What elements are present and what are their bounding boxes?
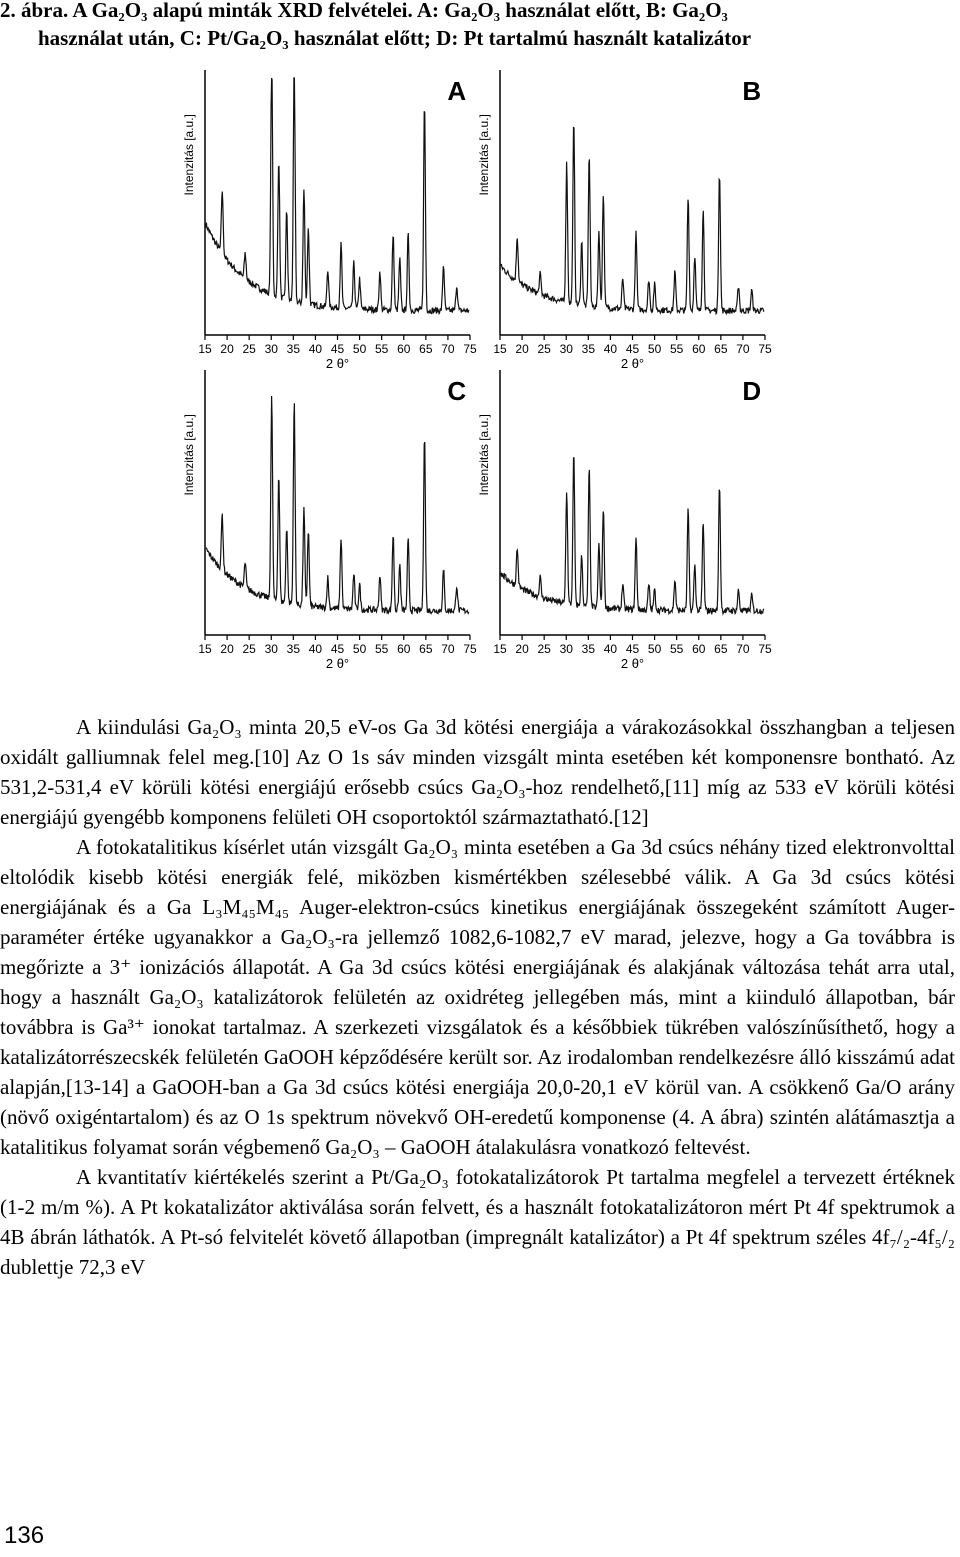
x-tick-label: 35 <box>582 642 596 656</box>
x-tick-label: 55 <box>375 342 389 356</box>
x-tick-label: 50 <box>353 642 367 656</box>
body-text: A kiindulási Ga₂O₃ minta 20,5 eV-os Ga 3… <box>0 712 955 1282</box>
x-tick-label: 35 <box>287 342 301 356</box>
x-tick-label: 25 <box>242 642 256 656</box>
x-axis-label: 2 θ° <box>326 356 349 371</box>
x-tick-label: 20 <box>515 342 529 356</box>
x-tick-label: 65 <box>419 642 433 656</box>
panel-letter: C <box>447 376 466 406</box>
x-tick-label: 65 <box>714 342 728 356</box>
x-tick-label: 15 <box>198 342 212 356</box>
x-tick-label: 15 <box>198 642 212 656</box>
x-tick-label: 20 <box>515 642 529 656</box>
x-tick-label: 35 <box>287 642 301 656</box>
x-tick-label: 55 <box>670 642 684 656</box>
x-tick-label: 50 <box>648 642 662 656</box>
paragraph-3: A kvantitatív kiértékelés szerint a Pt/G… <box>0 1165 955 1279</box>
x-tick-label: 70 <box>441 342 455 356</box>
x-tick-label: 25 <box>242 342 256 356</box>
x-tick-label: 30 <box>560 342 574 356</box>
panel-letter: D <box>742 376 761 406</box>
x-tick-label: 55 <box>670 342 684 356</box>
x-tick-label: 70 <box>736 342 750 356</box>
y-axis-label: Intenzitás [a.u.] <box>477 114 491 195</box>
xrd-panel-A: 15 20 25 30 35 40 45 50 55 60 65 70 75 2 θ° Intenzitás… <box>182 70 477 371</box>
x-tick-label: 15 <box>493 342 507 356</box>
caption-line-2: használat után, C: Pt/Ga₂O₃ használat el… <box>38 26 752 50</box>
xrd-trace-C <box>205 395 470 616</box>
xrd-panel-C: 15 20 25 30 35 40 45 50 55 60 65 70 75 2 θ° Intenzitás… <box>182 370 477 671</box>
x-tick-label: 50 <box>648 342 662 356</box>
x-tick-label: 60 <box>692 642 706 656</box>
x-tick-label: 40 <box>604 342 618 356</box>
y-axis-label: Intenzitás [a.u.] <box>182 114 196 195</box>
x-tick-label: 30 <box>560 642 574 656</box>
x-tick-label: 20 <box>220 642 234 656</box>
x-axis-label: 2 θ° <box>621 656 644 671</box>
x-tick-label: 75 <box>758 642 772 656</box>
x-tick-label: 65 <box>714 642 728 656</box>
x-tick-label: 75 <box>758 342 772 356</box>
x-tick-label: 40 <box>309 642 323 656</box>
x-tick-label: 45 <box>626 342 640 356</box>
x-tick-label: 70 <box>736 642 750 656</box>
x-tick-label: 30 <box>265 342 279 356</box>
x-tick-label: 75 <box>463 642 477 656</box>
x-tick-label: 45 <box>331 642 345 656</box>
x-axis-label: 2 θ° <box>621 356 644 371</box>
x-tick-label: 55 <box>375 642 389 656</box>
x-tick-label: 20 <box>220 342 234 356</box>
xrd-trace-B <box>500 126 765 316</box>
x-tick-label: 60 <box>397 642 411 656</box>
panel-letter: B <box>742 76 761 106</box>
x-tick-label: 25 <box>537 342 551 356</box>
x-tick-label: 30 <box>265 642 279 656</box>
x-axis-label: 2 θ° <box>326 656 349 671</box>
x-tick-label: 45 <box>331 342 345 356</box>
x-tick-label: 45 <box>626 642 640 656</box>
panel-letter: A <box>447 76 466 106</box>
xrd-panels-svg: 15 20 25 30 35 40 45 50 55 60 65 70 75 2 θ° Intenzitás… <box>182 70 772 671</box>
x-tick-label: 50 <box>353 342 367 356</box>
xrd-panel-D: 15 20 25 30 35 40 45 50 55 60 65 70 75 2 θ° Intenzitás… <box>477 370 772 671</box>
y-axis-label: Intenzitás [a.u.] <box>477 414 491 495</box>
x-tick-label: 40 <box>604 642 618 656</box>
x-tick-label: 15 <box>493 642 507 656</box>
x-tick-label: 70 <box>441 642 455 656</box>
xrd-trace-D <box>500 456 765 616</box>
xrd-panel-B: 15 20 25 30 35 40 45 50 55 60 65 70 75 2 θ° Intenzitás… <box>477 70 772 371</box>
page-number: 136 <box>4 1522 45 1549</box>
x-tick-label: 65 <box>419 342 433 356</box>
xrd-figure: 15 20 25 30 35 40 45 50 55 60 65 70 75 2 θ° Intenzitás… <box>0 60 960 680</box>
x-tick-label: 60 <box>692 342 706 356</box>
x-tick-label: 40 <box>309 342 323 356</box>
y-axis-label: Intenzitás [a.u.] <box>182 414 196 495</box>
x-tick-label: 75 <box>463 342 477 356</box>
caption-line-1: 2. ábra. A Ga₂O₃ alapú minták XRD felvét… <box>0 0 728 22</box>
x-tick-label: 25 <box>537 642 551 656</box>
paragraph-1: A kiindulási Ga₂O₃ minta 20,5 eV-os Ga 3… <box>0 715 955 829</box>
x-tick-label: 35 <box>582 342 596 356</box>
paragraph-2: A fotokatalitikus kísérlet után vizsgált… <box>0 835 955 1159</box>
x-tick-label: 60 <box>397 342 411 356</box>
xrd-trace-A <box>205 77 470 316</box>
